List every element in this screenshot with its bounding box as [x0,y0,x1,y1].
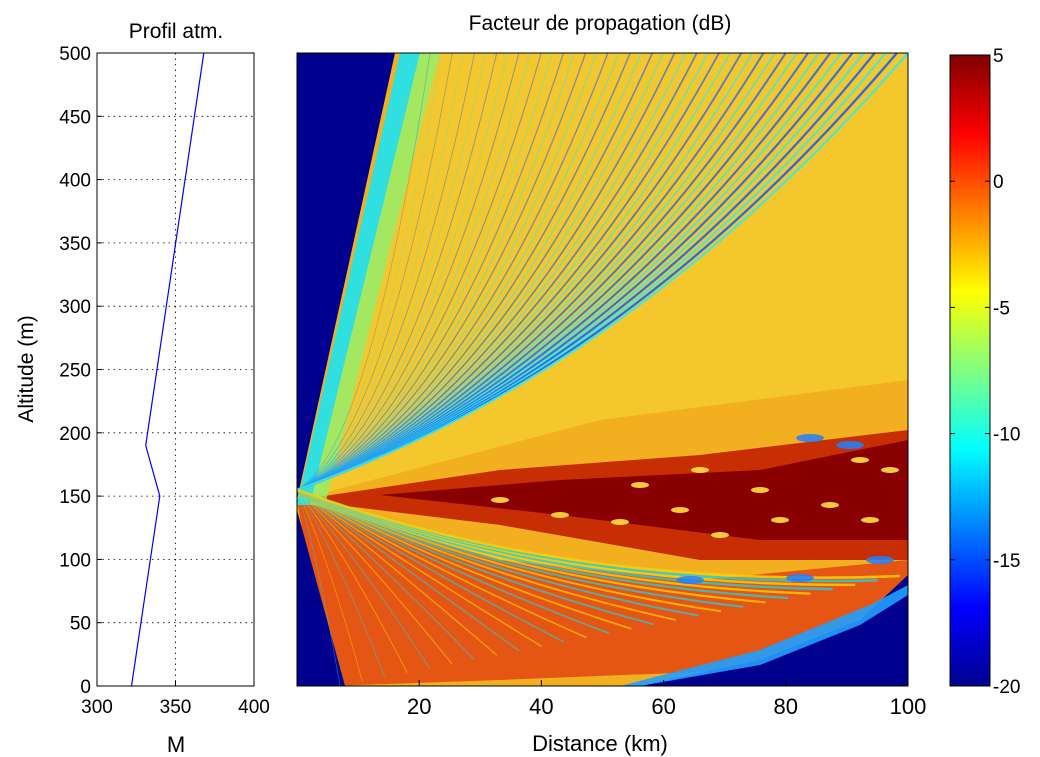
heatmap-fringe-lower [297,489,520,652]
profile-panel: Profil atm. 0 50 100 150 200 250 300 350 400 450 5… [15,20,270,757]
heatmap-image [297,53,908,686]
heatmap-coldspot [786,574,814,582]
heatmap-fringe-lower [297,489,610,634]
profile-x-tick-label: 300 [81,697,113,718]
heatmap-fringe-lower [297,489,431,669]
heatmap-fringe-upper [297,53,520,491]
heatmap-hotspot [881,467,899,473]
profile-y-ticks: 0 50 100 150 200 250 300 350 400 450 500 [59,44,102,698]
profile-y-tick-label: 250 [59,361,91,382]
profile-y-tick-label: 150 [59,487,91,508]
profile-y-tick-label: 100 [59,550,91,571]
colorbar: 5 0 -5 -10 -15 -20 [949,46,1020,698]
heatmap-hotspot [751,487,769,493]
heatmap-hotspot [631,482,649,488]
colorbar-tick-label: -20 [993,677,1020,698]
colorbar-tick-label: -15 [993,551,1020,572]
colorbar-tick-label: -5 [993,298,1010,319]
heatmap-fringe-lower [297,489,386,678]
profile-y-tick-label: 300 [59,297,91,318]
heatmap-hotspot [771,517,789,523]
heatmap-x-tick-label: 80 [774,694,798,719]
heatmap-fringe-upper [297,53,576,491]
heatmap-ducting-core-dark [380,440,908,540]
heatmap-hotspot [691,467,709,473]
heatmap-shadow-zone-bottom-left [297,510,345,686]
heatmap-hotspot [551,512,569,518]
heatmap-shadow-zone-upper [297,53,395,500]
heatmap-fringe-lower [297,489,363,682]
heatmap-fringe-upper [297,53,442,491]
colorbar-gradient [949,54,991,687]
heatmap-hotspot [611,519,629,525]
heatmap-fringe-upper [297,53,453,491]
heatmap-fringe-upper [297,53,553,491]
heatmap-hotspot [671,507,689,513]
colorbar-ticks: 5 0 -5 -10 -15 -20 [950,46,1020,698]
heatmap-coldspot [866,556,894,564]
heatmap-fringe-lower [297,489,453,665]
heatmap-x-axis-label: Distance (km) [532,731,668,756]
colorbar-tick-label: 5 [993,46,1004,67]
heatmap-x-ticks: 20 40 60 80 100 [407,680,926,719]
profile-y-tick-label: 450 [59,107,91,128]
heatmap-fringe-upper [297,53,498,491]
heatmap-fringe-upper [297,53,531,491]
heatmap-fringe-upper [297,53,587,491]
heatmap-fringe-lower [297,489,475,661]
heatmap-shadow-edge-cyan [297,53,420,505]
profile-y-tick-label: 200 [59,424,91,445]
heatmap-x-tick-label: 40 [529,694,553,719]
heatmap-fringe-lower [297,489,587,639]
profile-series-line [130,52,205,687]
heatmap-fringe-upper [297,53,542,491]
heatmap-fringe-upper [297,53,509,491]
profile-y-axis-label: Altitude (m) [15,315,38,422]
heatmap-fringe-upper [297,53,464,491]
profile-y-tick-label: 50 [70,614,91,635]
heatmap-fringe-lower [297,489,341,686]
heatmap-fringe-upper [297,53,564,491]
heatmap-coldspot [836,441,864,449]
heatmap-hotspot [711,532,729,538]
profile-title: Profil atm. [129,20,224,43]
heatmap-x-tick-label: 20 [407,694,431,719]
heatmap-shadow-zone-lower [640,575,908,686]
profile-x-tick-label: 350 [160,697,192,718]
profile-y-tick-label: 350 [59,234,91,255]
heatmap-hotspot [491,497,509,503]
heatmap-fringe-lower [297,489,565,643]
heatmap-fringe-upper [297,53,475,491]
heatmap-x-tick-label: 100 [890,694,927,719]
colorbar-tick-label: -10 [993,425,1020,446]
heatmap-axes-box [296,52,909,687]
profile-x-ticks: 300 350 400 [81,681,270,718]
profile-y-tick-label: 500 [59,44,91,65]
profile-y-tick-label: 0 [80,677,91,698]
heatmap-hotspot [861,517,879,523]
heatmap-panel: Facteur de propagation (dB) 20 40 6 [296,12,926,756]
heatmap-x-tick-label: 60 [651,694,675,719]
heatmap-fringe-lower [297,489,542,648]
profile-y-tick-label: 400 [59,171,91,192]
heatmap-coldspot [676,576,704,584]
heatmap-fringe-upper [297,53,908,491]
heatmap-fringe-lower [297,489,498,656]
heatmap-coldspot [796,434,824,442]
heatmap-fringe-upper [297,53,431,491]
colorbar-tick-label: 0 [993,172,1004,193]
heatmap-fringe-upper [297,53,487,491]
heatmap-shadow-edge-green [310,53,440,505]
profile-x-tick-label: 400 [238,697,270,718]
heatmap-hotspot [821,502,839,508]
heatmap-fringe-lower [297,489,408,674]
heatmap-hotspot [851,457,869,463]
heatmap-title: Facteur de propagation (dB) [469,12,732,35]
profile-x-axis-label: M [167,732,185,757]
heatmap-interference-fringes [297,53,908,686]
